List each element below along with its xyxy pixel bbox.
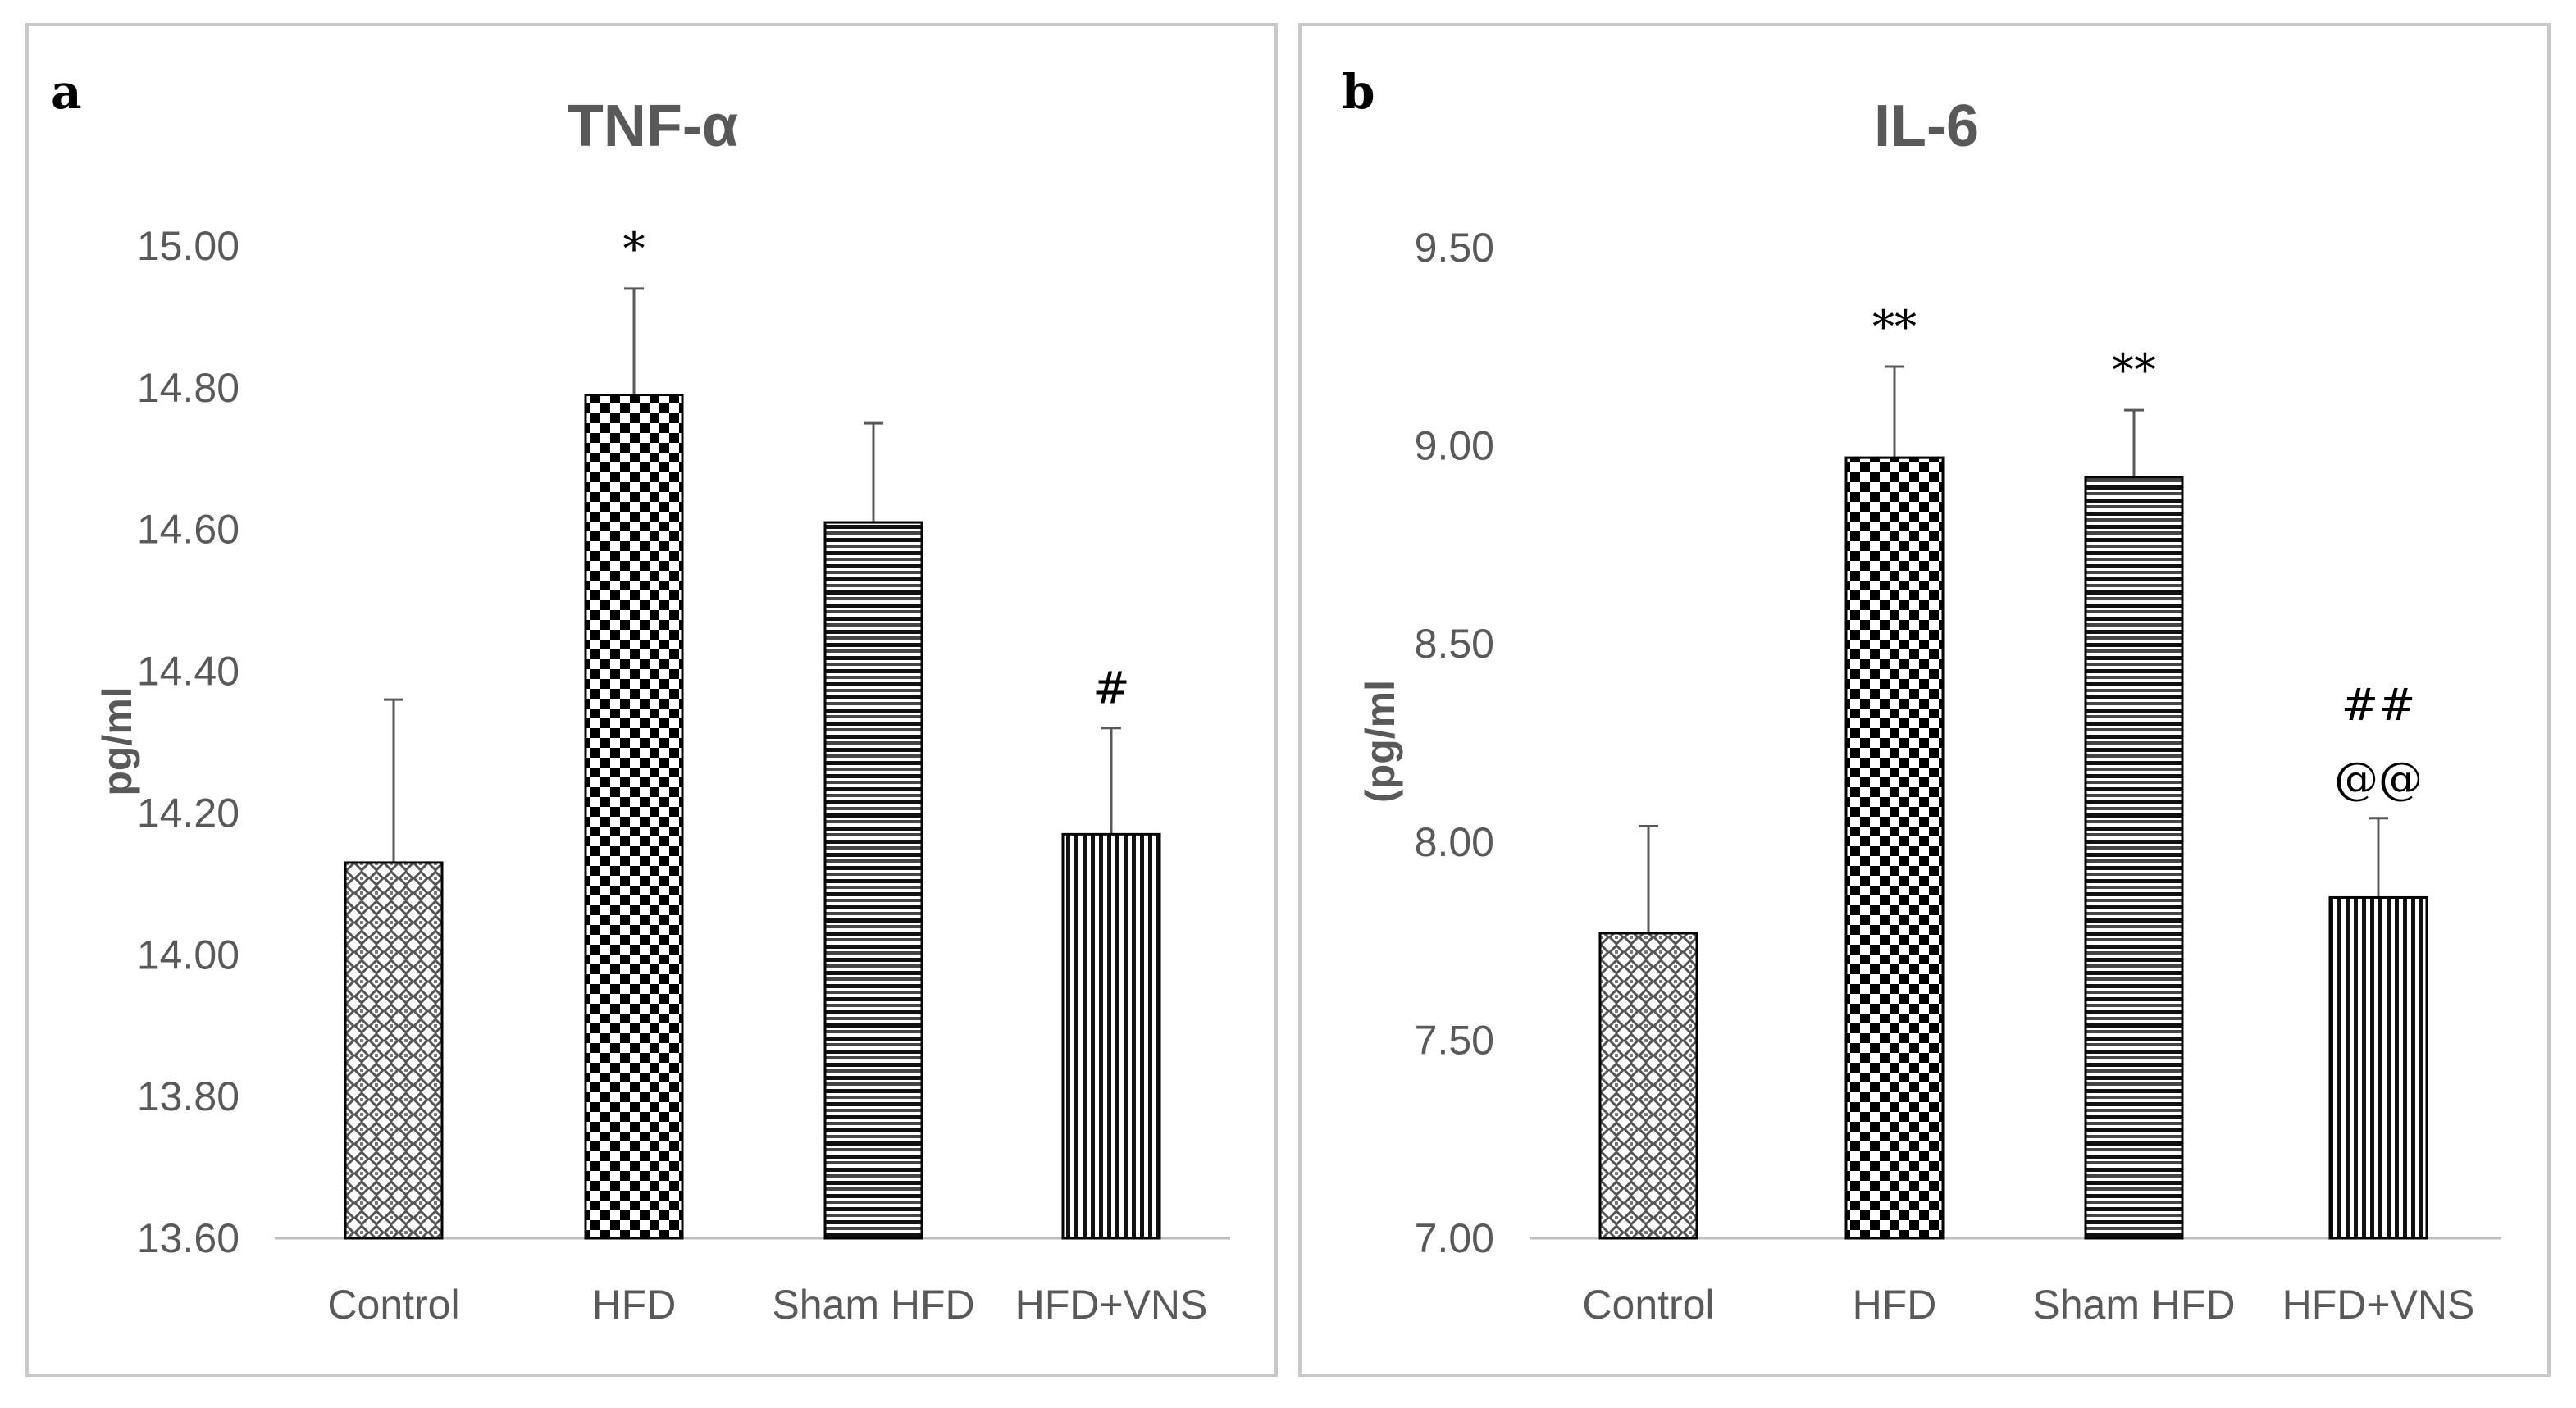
panel-a-bar <box>584 394 684 1240</box>
panel-b-significance-label: ** <box>2112 344 2156 396</box>
panel-b-xtick-label: Sham HFD <box>2032 1282 2235 1328</box>
panel-b-plot: 7.00 7.50 8.00 8.50 9.00 9.50 Control HFD ** Sham… <box>1415 225 2501 1328</box>
panel-b-significance-label: ## <box>2341 679 2416 731</box>
panel-a-ytick-label: 15.00 <box>137 223 239 269</box>
panel-a-bar <box>823 521 923 1240</box>
panel-b-ytick-label: 7.50 <box>1415 1017 1494 1063</box>
panel-a-ylabel: pg/ml <box>94 686 140 795</box>
panel-b-ytick-label: 8.50 <box>1415 621 1494 667</box>
panel-a-xtick-label: HFD+VNS <box>1015 1282 1208 1328</box>
panel-b-ytick-label: 8.00 <box>1415 819 1494 865</box>
panel-b-ytick-label: 9.50 <box>1415 225 1494 271</box>
panel-b-ytick-label: 9.00 <box>1415 423 1494 469</box>
panel-a-label: a <box>51 64 82 120</box>
panel-a-ytick-label: 14.40 <box>137 649 239 695</box>
panel-a-xtick-label: HFD <box>592 1282 677 1328</box>
panel-b-frame <box>1298 23 2551 1377</box>
panel-b-label: b <box>1342 64 1375 120</box>
panel-a-bar <box>1061 832 1161 1240</box>
panel-b-bar <box>2328 895 2428 1240</box>
panel-a-bar <box>344 861 444 1240</box>
panel-a-significance-label: * <box>623 223 645 275</box>
panel-b-title: IL-6 <box>1874 93 1979 159</box>
panel-b-xtick-label: HFD <box>1853 1282 1937 1328</box>
panel-a-ytick-label: 13.60 <box>137 1215 239 1261</box>
panel-b-bar <box>2084 476 2184 1240</box>
panel-b-xtick-label: Control <box>1582 1282 1714 1328</box>
panel-b-bar <box>1598 932 1698 1240</box>
panel-a-frame <box>25 23 1278 1377</box>
panel-b-bar <box>1844 456 1945 1240</box>
panel-a-ytick-label: 14.60 <box>137 507 239 553</box>
panel-a-ytick-label: 13.80 <box>137 1073 239 1119</box>
panel-b-ytick-label: 7.00 <box>1415 1215 1494 1261</box>
panel-a-plot: 13.60 13.80 14.00 14.20 14.40 14.60 14.80 15.00… <box>137 223 1230 1328</box>
panel-b-xtick-label: HFD+VNS <box>2282 1282 2475 1328</box>
panel-a-ytick-label: 14.20 <box>137 790 239 836</box>
panel-b-significance-label: @@ <box>2334 753 2423 804</box>
panel-a-xtick-label: Control <box>327 1282 459 1328</box>
panel-a-title: TNF-α <box>568 93 738 159</box>
panel-a-xtick-label: Sham HFD <box>772 1282 974 1328</box>
panel-a-ytick-label: 14.80 <box>137 365 239 411</box>
panel-b-ylabel: (pg/ml <box>1357 680 1403 803</box>
panel-a-ytick-label: 14.00 <box>137 932 239 977</box>
panel-a-significance-label: # <box>1092 663 1129 714</box>
panel-b-significance-label: ** <box>1872 301 1917 353</box>
